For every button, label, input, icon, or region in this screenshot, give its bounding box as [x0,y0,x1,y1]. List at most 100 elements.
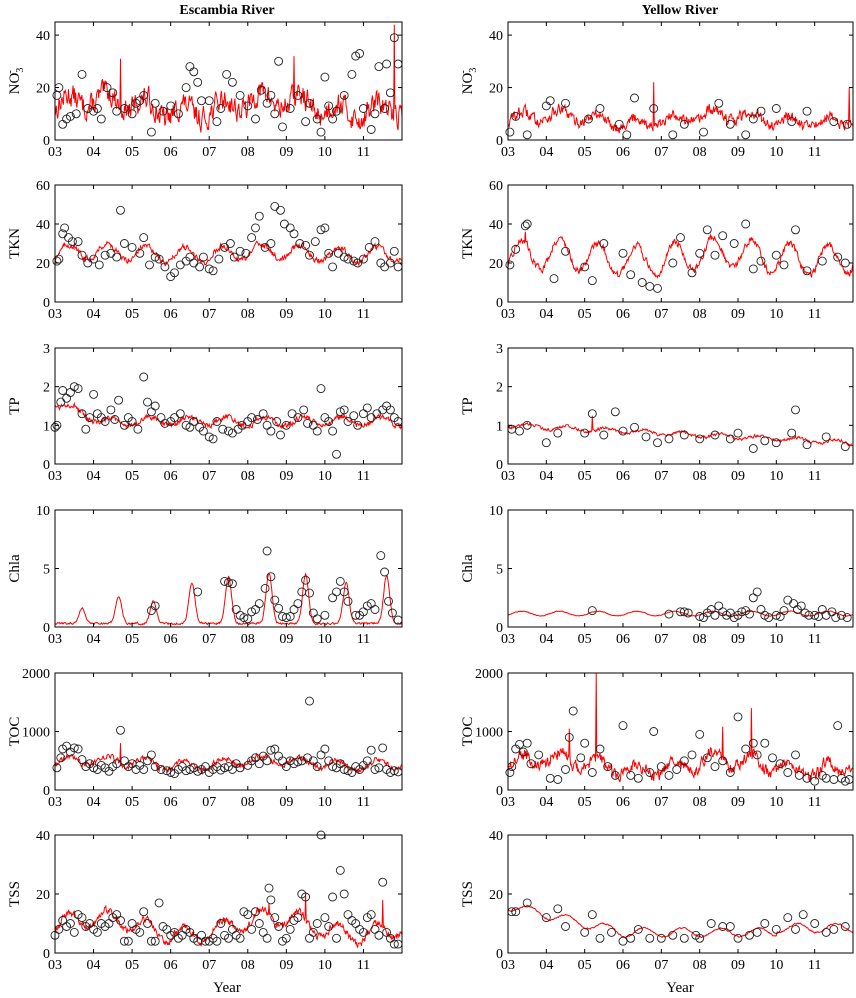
obs-point [695,729,705,739]
x-tick-label: 03 [501,795,515,810]
axes-box [54,347,403,465]
column-title-yellow: Yellow River [642,3,719,18]
obs-point [802,106,812,116]
panel-tp-yellow: 03 04 05 06 07 08 09 10 11 0 1 2 3 TP [460,342,854,484]
x-tick-label: 04 [539,307,553,322]
obs-point [154,254,164,264]
obs-point [276,205,285,215]
obs-point [251,114,260,124]
obs-point [119,420,129,430]
obs-point [139,372,149,382]
obs-point [332,587,341,597]
obs-point [52,420,62,430]
obs-point [102,83,112,93]
y-tick-label: 20 [36,82,50,97]
obs-point [127,242,137,252]
obs-point [718,756,728,766]
obs-point [270,109,280,119]
x-tick-label: 07 [654,632,668,647]
y-axis-label-superscript: - [5,70,16,73]
obs-point [262,420,272,430]
obs-point [641,432,651,442]
obs-point [710,250,720,260]
y-tick-label: 2000 [475,667,503,682]
obs-point [522,130,532,140]
y-tick-label: 10 [489,504,503,519]
x-tick-label: 10 [318,145,332,160]
panel-tkn-yellow: 03 04 05 06 07 08 09 10 11 0 20 40 60 TKN [460,179,854,322]
obs-point [358,409,368,419]
obs-point [343,596,353,606]
obs-point [779,606,789,616]
obs-point [262,933,272,943]
obs-point [150,401,160,411]
obs-point [649,727,659,736]
obs-point [653,438,662,448]
obs-point [370,765,380,774]
obs-point [73,744,83,754]
x-tick-label: 11 [357,469,370,484]
obs-point [595,933,605,943]
x-tick-label: 05 [125,307,139,322]
x-tick-label: 09 [279,145,293,160]
y-axis-label-subscript: 3 [15,68,26,73]
x-tick-label: 05 [125,469,139,484]
panel-toc-escambia: 03 04 05 06 07 08 09 10 11 0 1000 2000 TOC [7,667,403,810]
obs-point [364,242,374,252]
y-axis-label: TKN [7,228,23,259]
y-tick-label: 0 [496,458,503,473]
y-tick-label: 1000 [22,726,50,741]
obs-point [303,418,312,428]
obs-point [116,725,125,735]
obs-point [332,449,341,459]
x-tick-label: 06 [616,958,630,973]
obs-point [745,609,754,619]
obs-point [114,395,124,405]
obs-point [65,919,75,928]
y-tick-label: 3 [43,342,50,357]
obs-point [77,409,87,419]
obs-point [748,593,758,603]
obs-point [553,775,563,784]
model-line [507,904,854,939]
obs-point [252,415,262,424]
obs-point [505,127,515,137]
obs-point [297,756,307,766]
y-tick-label: 40 [36,29,50,44]
x-tick-label: 05 [578,307,592,322]
y-tick-label: 40 [489,29,503,44]
panel-tss-escambia: 03 04 05 06 07 08 09 10 11 0 20 40 TSS [7,829,403,973]
obs-point [339,587,349,597]
obs-point [127,919,137,928]
obs-point [175,260,185,270]
obs-point [760,436,770,446]
obs-point [775,759,785,769]
y-axis-label: NO3- [5,68,26,95]
x-tick-label: 07 [654,145,668,160]
obs-point [653,283,662,293]
obs-point [305,696,314,706]
obs-point [85,413,95,423]
obs-point [564,732,574,742]
obs-point [522,219,532,229]
obs-point [154,898,164,908]
obs-point [393,59,403,69]
obs-point [541,101,551,111]
obs-point [222,69,232,79]
obs-point [710,430,720,440]
obs-point [378,743,388,753]
x-tick-label: 05 [125,958,139,973]
obs-point [305,933,314,943]
obs-point [96,114,106,124]
obs-point [181,83,191,93]
obs-point [106,405,116,415]
obs-point [783,913,793,923]
obs-point [227,924,237,934]
obs-point [224,578,233,587]
obs-point [664,609,674,619]
obs-point [239,613,249,623]
obs-point [702,225,712,235]
obs-point [787,117,797,127]
obs-point [511,111,521,121]
x-tick-label: 05 [125,795,139,810]
